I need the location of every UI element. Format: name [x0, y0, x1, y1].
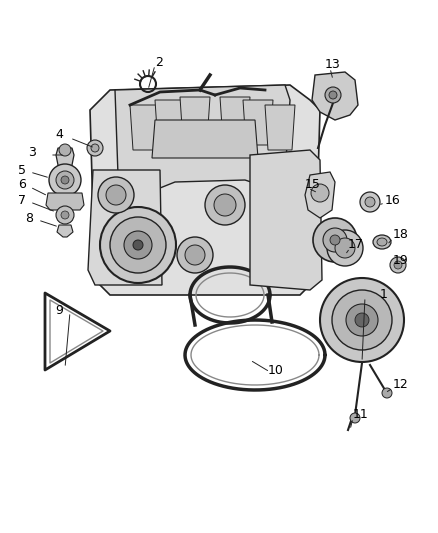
Polygon shape	[90, 85, 320, 295]
Text: 7: 7	[18, 193, 26, 206]
Polygon shape	[325, 300, 395, 345]
Polygon shape	[130, 105, 160, 150]
Circle shape	[329, 91, 337, 99]
Polygon shape	[312, 72, 358, 120]
Text: 13: 13	[325, 59, 341, 71]
Circle shape	[394, 261, 402, 269]
Text: 18: 18	[393, 229, 409, 241]
Circle shape	[185, 245, 205, 265]
Circle shape	[311, 184, 329, 202]
Circle shape	[335, 238, 355, 258]
Circle shape	[323, 228, 347, 252]
Text: 9: 9	[55, 303, 63, 317]
Polygon shape	[250, 150, 322, 290]
Circle shape	[177, 237, 213, 273]
Circle shape	[56, 206, 74, 224]
Polygon shape	[265, 105, 295, 150]
Polygon shape	[46, 193, 84, 210]
Circle shape	[313, 218, 357, 262]
Circle shape	[390, 257, 406, 273]
Circle shape	[49, 164, 81, 196]
Text: 17: 17	[348, 238, 364, 252]
Circle shape	[98, 177, 134, 213]
Circle shape	[382, 388, 392, 398]
Polygon shape	[56, 148, 74, 175]
Text: 2: 2	[155, 55, 163, 69]
Text: 1: 1	[380, 288, 388, 302]
Circle shape	[61, 211, 69, 219]
Text: 3: 3	[28, 147, 36, 159]
Circle shape	[332, 290, 392, 350]
Circle shape	[91, 144, 99, 152]
Polygon shape	[180, 97, 210, 142]
Circle shape	[205, 185, 245, 225]
Text: 5: 5	[18, 164, 26, 176]
Polygon shape	[57, 225, 73, 237]
Text: 16: 16	[385, 193, 401, 206]
Polygon shape	[155, 100, 185, 145]
Circle shape	[320, 278, 404, 362]
Text: 4: 4	[55, 128, 63, 141]
Circle shape	[365, 197, 375, 207]
Circle shape	[106, 185, 126, 205]
Circle shape	[346, 304, 378, 336]
Ellipse shape	[377, 238, 387, 246]
Polygon shape	[220, 97, 250, 142]
Circle shape	[59, 144, 71, 156]
Circle shape	[360, 192, 380, 212]
Circle shape	[87, 140, 103, 156]
Circle shape	[124, 231, 152, 259]
Circle shape	[355, 313, 369, 327]
Text: 12: 12	[393, 378, 409, 392]
Circle shape	[61, 176, 69, 184]
Text: 15: 15	[305, 179, 321, 191]
Circle shape	[330, 235, 340, 245]
Polygon shape	[243, 100, 273, 145]
Circle shape	[133, 240, 143, 250]
Text: 11: 11	[353, 408, 369, 422]
Polygon shape	[88, 170, 162, 285]
Circle shape	[350, 413, 360, 423]
Text: 6: 6	[18, 179, 26, 191]
Circle shape	[327, 230, 363, 266]
Circle shape	[110, 217, 166, 273]
Polygon shape	[115, 85, 290, 188]
Circle shape	[214, 194, 236, 216]
Circle shape	[56, 171, 74, 189]
Text: 8: 8	[25, 212, 33, 224]
Circle shape	[100, 207, 176, 283]
Circle shape	[325, 87, 341, 103]
Polygon shape	[305, 172, 335, 218]
Polygon shape	[152, 120, 258, 158]
Text: 19: 19	[393, 254, 409, 266]
Ellipse shape	[373, 235, 391, 249]
Text: 10: 10	[268, 364, 284, 376]
